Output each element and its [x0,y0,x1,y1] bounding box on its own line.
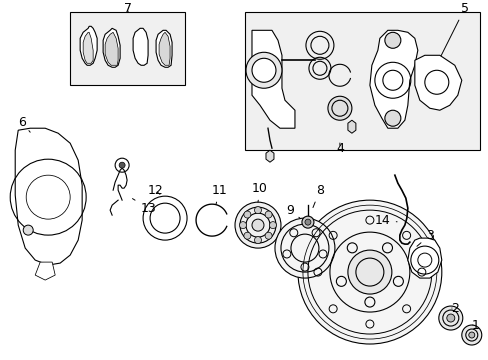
Circle shape [264,211,271,218]
Text: 14: 14 [374,213,396,227]
Circle shape [305,219,310,225]
Text: 8: 8 [312,184,323,208]
Polygon shape [83,32,93,63]
Circle shape [297,200,441,344]
Circle shape [264,232,271,239]
Polygon shape [265,150,273,162]
Polygon shape [407,238,441,278]
Polygon shape [35,262,55,280]
Circle shape [269,222,276,229]
Text: 4: 4 [335,142,343,155]
Circle shape [254,237,261,244]
Polygon shape [156,30,172,67]
Circle shape [244,232,250,239]
Circle shape [446,314,454,322]
Circle shape [251,58,275,82]
Text: 2: 2 [450,302,458,315]
Circle shape [384,110,400,126]
Polygon shape [103,28,120,67]
Text: 9: 9 [285,204,299,218]
Circle shape [244,211,250,218]
Circle shape [384,32,400,48]
Text: 5: 5 [440,2,468,56]
Text: 1: 1 [471,319,479,332]
Circle shape [461,325,481,345]
Circle shape [327,96,351,120]
Circle shape [301,216,313,228]
Polygon shape [369,30,417,128]
Polygon shape [105,32,118,65]
Text: 6: 6 [18,116,30,132]
Polygon shape [414,55,461,110]
Circle shape [245,52,282,88]
Bar [244,12,479,150]
Polygon shape [80,26,97,65]
Polygon shape [251,30,294,128]
Circle shape [468,332,474,338]
Circle shape [347,250,391,294]
Circle shape [254,207,261,213]
Circle shape [239,222,246,229]
Text: 11: 11 [212,184,227,204]
Bar [70,12,184,85]
Polygon shape [159,32,170,65]
Circle shape [438,306,462,330]
Polygon shape [347,120,355,133]
Text: 7: 7 [124,2,132,15]
Text: 3: 3 [416,229,433,246]
Polygon shape [15,128,82,265]
Circle shape [251,219,264,231]
Circle shape [274,218,334,278]
Circle shape [235,202,281,248]
Text: 10: 10 [251,182,267,202]
Text: 13: 13 [132,199,156,215]
Polygon shape [133,28,148,65]
Text: 12: 12 [147,184,163,197]
Circle shape [23,225,33,235]
Circle shape [119,162,125,168]
